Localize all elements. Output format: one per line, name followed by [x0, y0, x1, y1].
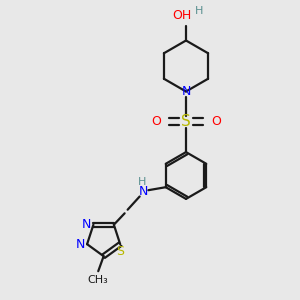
Text: OH: OH — [172, 9, 191, 22]
Text: CH₃: CH₃ — [88, 274, 109, 285]
Text: S: S — [116, 245, 124, 258]
Text: N: N — [139, 185, 148, 198]
Text: O: O — [151, 115, 161, 128]
Text: S: S — [181, 114, 191, 129]
Text: H: H — [194, 6, 203, 16]
Text: H: H — [137, 177, 146, 187]
Text: N: N — [76, 238, 85, 251]
Text: N: N — [181, 85, 191, 98]
Text: O: O — [211, 115, 221, 128]
Text: N: N — [82, 218, 92, 231]
